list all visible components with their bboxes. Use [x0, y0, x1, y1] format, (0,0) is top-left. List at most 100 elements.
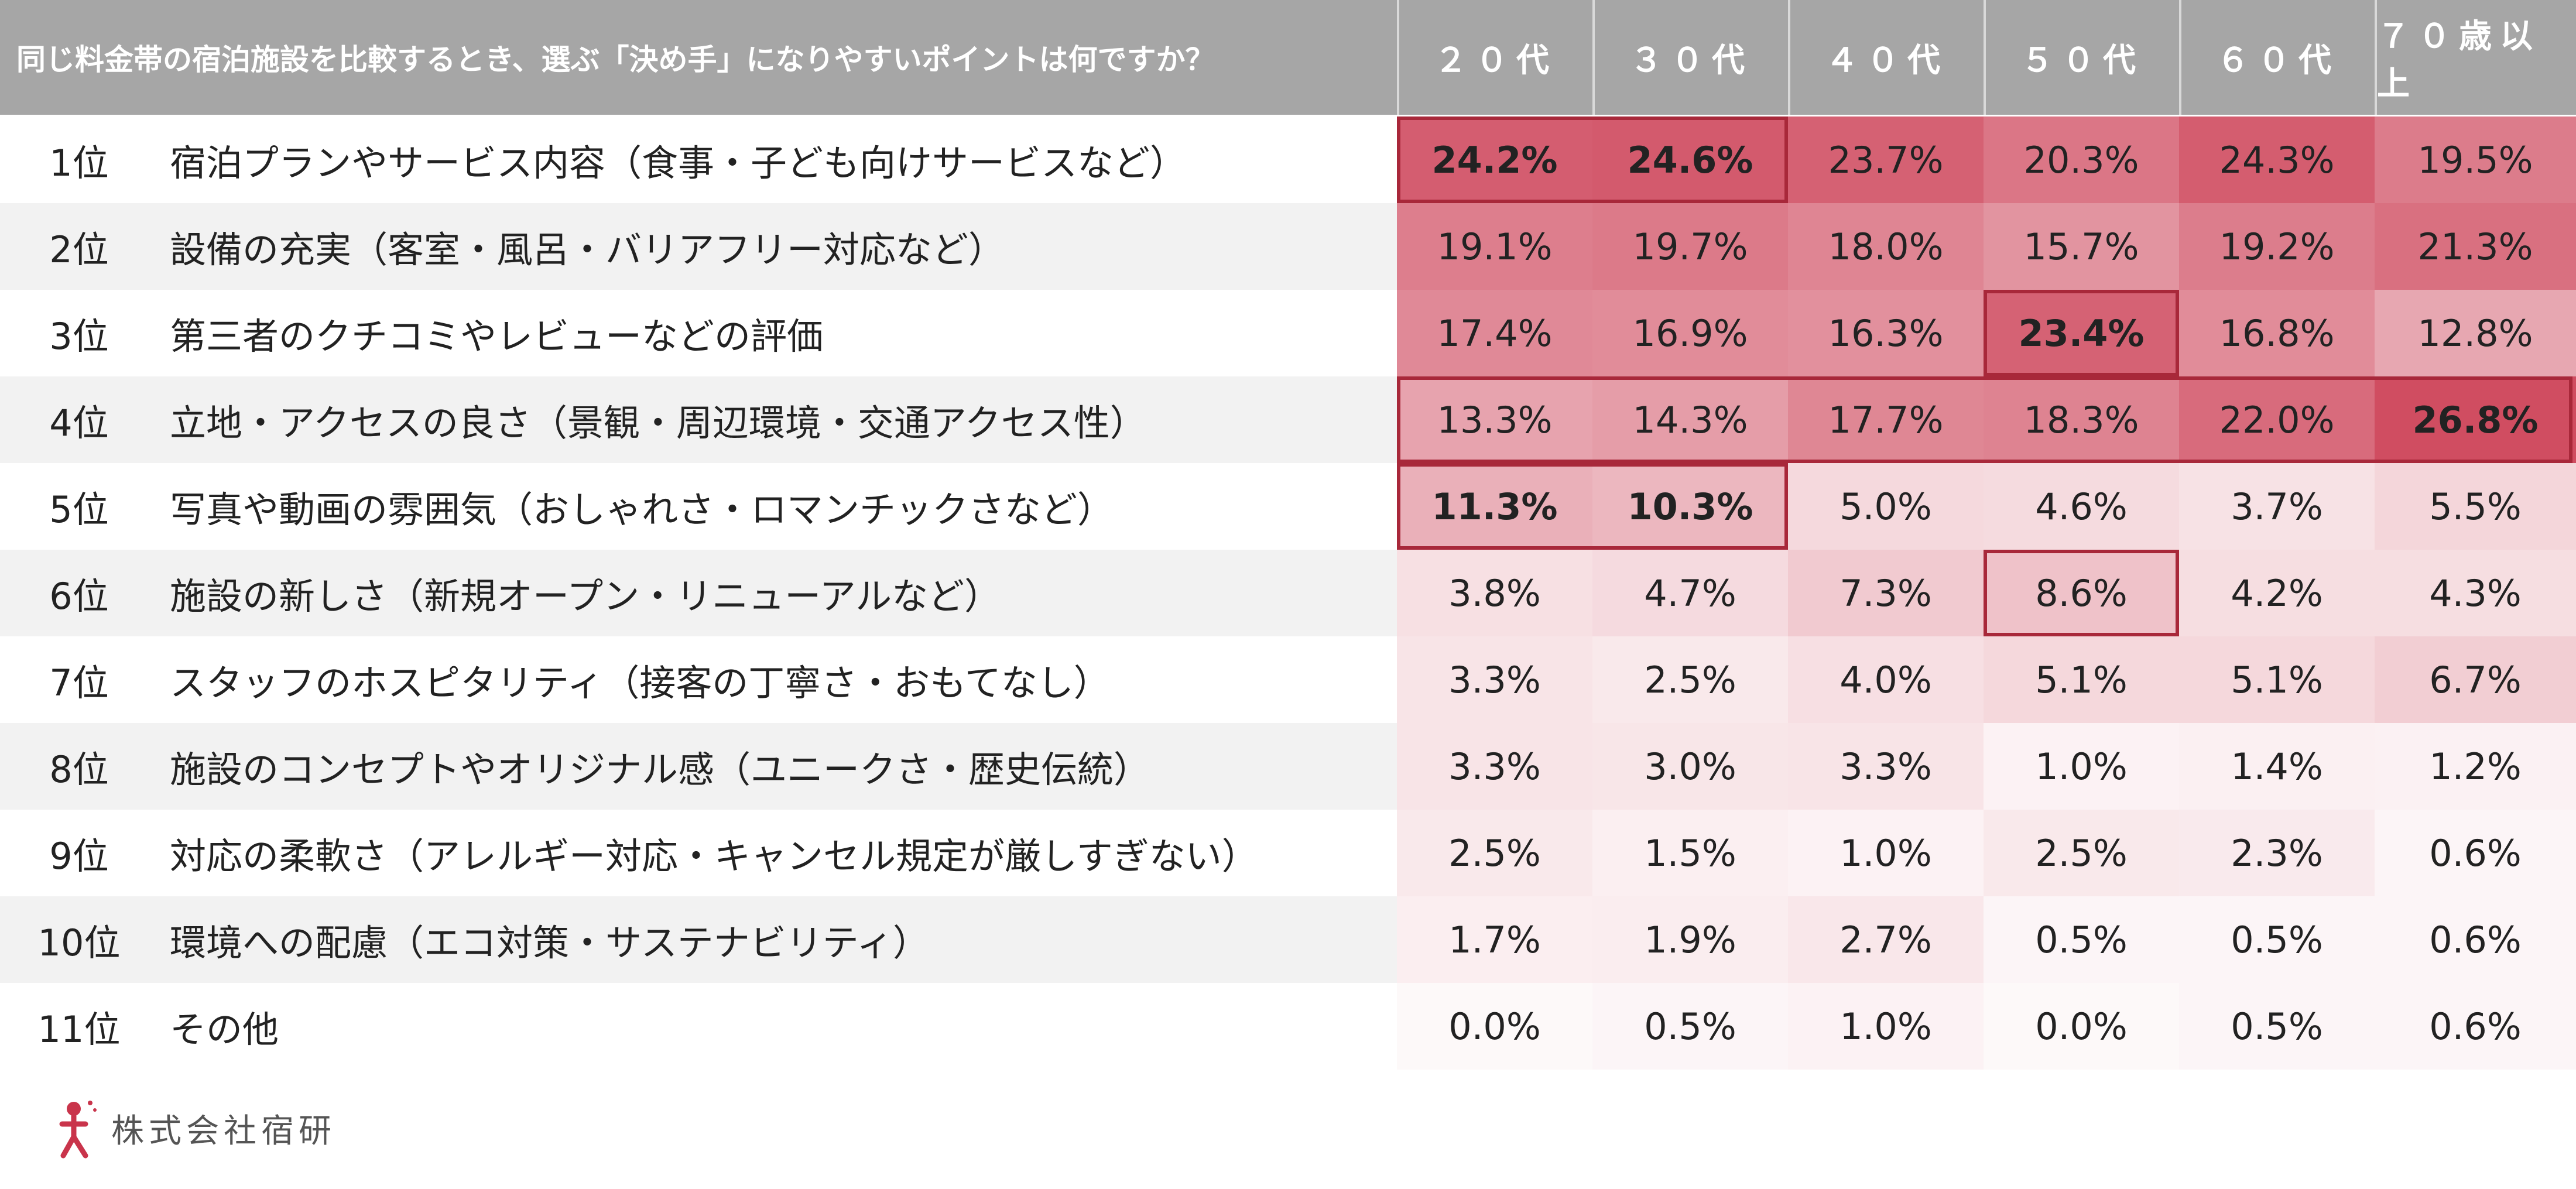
- value-cell: 3.3%: [1397, 636, 1592, 723]
- brand-mark-icon: [59, 1101, 97, 1159]
- rank-label: 6位: [49, 575, 109, 618]
- value-cell: 6.7%: [2375, 636, 2576, 723]
- value-cell: 26.8%: [2375, 376, 2576, 463]
- item-label: 宿泊プランやサービス内容（食事・子ども向けサービスなど）: [170, 142, 1187, 184]
- value-cell: 4.6%: [1984, 463, 2179, 550]
- value-cell: 2.5%: [1397, 810, 1592, 896]
- item-label: 施設の新しさ（新規オープン・リニューアルなど）: [170, 575, 1001, 618]
- value-cell: 5.5%: [2375, 463, 2576, 550]
- value-cell: 2.3%: [2179, 810, 2375, 896]
- item-label: 第三者のクチコミやレビューなどの評価: [170, 315, 824, 358]
- value-cell: 24.2%: [1397, 116, 1592, 203]
- value-cell: 17.4%: [1397, 290, 1592, 376]
- row-background: [0, 810, 1397, 896]
- rank-label: 7位: [49, 662, 109, 704]
- item-label: 設備の充実（客室・風呂・バリアフリー対応など）: [170, 228, 1005, 271]
- rank-label: 11位: [37, 1008, 121, 1051]
- value-cell: 23.4%: [1984, 290, 2179, 376]
- value-cell: 19.7%: [1592, 203, 1788, 290]
- row-background: [0, 376, 1397, 463]
- column-header: ６０代: [2179, 0, 2375, 115]
- row-background: [0, 983, 1397, 1070]
- value-cell: 19.2%: [2179, 203, 2375, 290]
- value-cell: 19.5%: [2375, 116, 2576, 203]
- value-cell: 10.3%: [1592, 463, 1788, 550]
- value-cell: 1.9%: [1592, 896, 1788, 983]
- value-cell: 12.8%: [2375, 290, 2576, 376]
- value-cell: 1.5%: [1592, 810, 1788, 896]
- value-cell: 5.1%: [1984, 636, 2179, 723]
- value-cell: 1.4%: [2179, 723, 2375, 810]
- value-cell: 15.7%: [1984, 203, 2179, 290]
- value-cell: 22.0%: [2179, 376, 2375, 463]
- value-cell: 3.3%: [1788, 723, 1984, 810]
- column-header: ７０歳以上: [2375, 0, 2576, 115]
- value-cell: 5.0%: [1788, 463, 1984, 550]
- value-cell: 1.0%: [1788, 983, 1984, 1070]
- value-cell: 3.0%: [1592, 723, 1788, 810]
- value-cell: 0.5%: [2179, 983, 2375, 1070]
- value-cell: 23.7%: [1788, 116, 1984, 203]
- value-cell: 17.7%: [1788, 376, 1984, 463]
- value-cell: 4.7%: [1592, 550, 1788, 636]
- value-cell: 2.5%: [1984, 810, 2179, 896]
- column-header: ３０代: [1592, 0, 1788, 115]
- value-cell: 0.6%: [2375, 983, 2576, 1070]
- item-label: 対応の柔軟さ（アレルギー対応・キャンセル規定が厳しすぎない）: [170, 835, 1258, 878]
- value-cell: 18.0%: [1788, 203, 1984, 290]
- item-label: 施設のコンセプトやオリジナル感（ユニークさ・歴史伝統）: [170, 748, 1150, 791]
- value-cell: 20.3%: [1984, 116, 2179, 203]
- item-label: 立地・アクセスの良さ（景観・周辺環境・交通アクセス性）: [170, 402, 1146, 444]
- value-cell: 7.3%: [1788, 550, 1984, 636]
- item-label: 環境への配慮（エコ対策・サステナビリティ）: [170, 921, 930, 964]
- row-background: [0, 203, 1397, 290]
- rank-label: 9位: [49, 835, 109, 878]
- row-background: [0, 463, 1397, 550]
- brand-name: 株式会社宿研: [111, 1112, 336, 1150]
- value-cell: 1.0%: [1984, 723, 2179, 810]
- value-cell: 16.9%: [1592, 290, 1788, 376]
- value-cell: 13.3%: [1397, 376, 1592, 463]
- item-label: スタッフのホスピタリティ（接客の丁寧さ・おもてなし）: [170, 662, 1110, 704]
- row-background: [0, 896, 1397, 983]
- value-cell: 3.8%: [1397, 550, 1592, 636]
- value-cell: 0.6%: [2375, 896, 2576, 983]
- item-label: その他: [170, 1008, 279, 1051]
- value-cell: 14.3%: [1592, 376, 1788, 463]
- rank-label: 8位: [49, 748, 109, 791]
- column-header: ２０代: [1397, 0, 1592, 115]
- value-cell: 2.5%: [1592, 636, 1788, 723]
- rank-label: 1位: [49, 142, 109, 184]
- value-cell: 0.5%: [2179, 896, 2375, 983]
- value-cell: 24.3%: [2179, 116, 2375, 203]
- value-cell: 0.5%: [1984, 896, 2179, 983]
- rank-label: 5位: [49, 488, 109, 531]
- value-cell: 0.6%: [2375, 810, 2576, 896]
- column-header: ４０代: [1788, 0, 1984, 115]
- value-cell: 0.5%: [1592, 983, 1788, 1070]
- value-cell: 16.8%: [2179, 290, 2375, 376]
- value-cell: 24.6%: [1592, 116, 1788, 203]
- value-cell: 19.1%: [1397, 203, 1592, 290]
- rank-label: 4位: [49, 402, 109, 444]
- value-cell: 5.1%: [2179, 636, 2375, 723]
- item-label: 写真や動画の雰囲気（おしゃれさ・ロマンチックさなど）: [170, 488, 1114, 531]
- value-cell: 8.6%: [1984, 550, 2179, 636]
- value-cell: 4.3%: [2375, 550, 2576, 636]
- row-background: [0, 290, 1397, 376]
- value-cell: 2.7%: [1788, 896, 1984, 983]
- value-cell: 0.0%: [1397, 983, 1592, 1070]
- rank-label: 2位: [49, 228, 109, 271]
- value-cell: 21.3%: [2375, 203, 2576, 290]
- column-header: ５０代: [1984, 0, 2179, 115]
- value-cell: 16.3%: [1788, 290, 1984, 376]
- value-cell: 3.3%: [1397, 723, 1592, 810]
- value-cell: 0.0%: [1984, 983, 2179, 1070]
- value-cell: 18.3%: [1984, 376, 2179, 463]
- row-background: [0, 116, 1397, 203]
- row-background: [0, 636, 1397, 723]
- value-cell: 11.3%: [1397, 463, 1592, 550]
- row-background: [0, 723, 1397, 810]
- question-header: 同じ料金帯の宿泊施設を比較するとき、選ぶ「決め手」になりやすいポイントは何ですか…: [0, 0, 1397, 115]
- rank-label: 3位: [49, 315, 109, 358]
